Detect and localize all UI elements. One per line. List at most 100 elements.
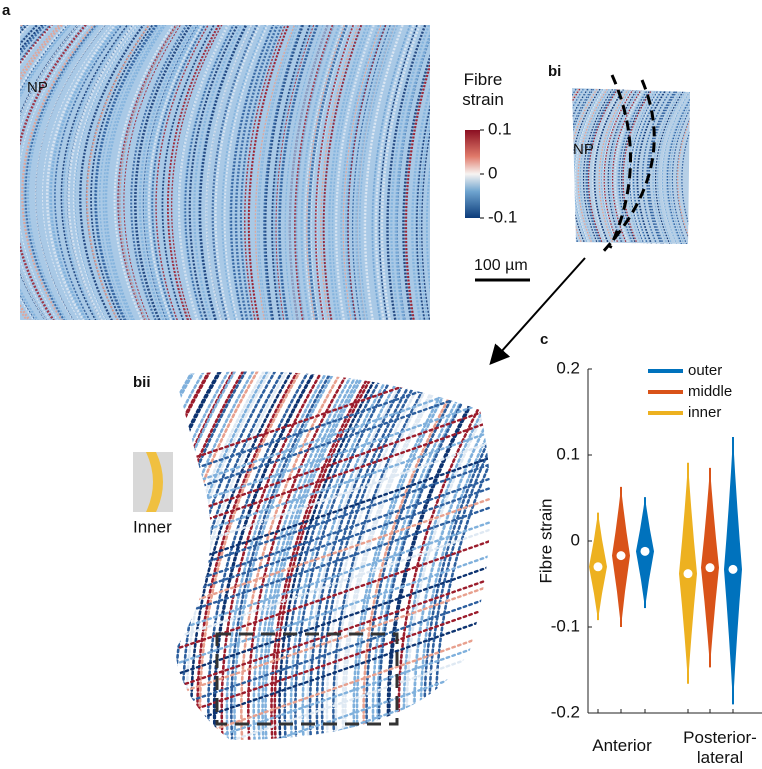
fibre-streak (130, 25, 188, 320)
fibre-streak (175, 371, 231, 740)
fibre-streak (0, 20, 9, 330)
fibre-streak (60, 25, 129, 320)
fibre-streak (230, 25, 275, 320)
fibre-streak (418, 117, 430, 320)
fibre-streak (134, 25, 192, 320)
fibre-streak (207, 371, 311, 740)
fibre-streak (205, 25, 253, 320)
fibre-streak (175, 371, 237, 740)
fibre-streak (278, 25, 319, 320)
fibre-streak (646, 88, 680, 244)
fibre-streak (257, 371, 361, 740)
fibre-streak (223, 25, 269, 320)
fibre-streak (648, 88, 682, 244)
fibre-streak (284, 25, 324, 320)
fibre-streak (178, 483, 491, 596)
fibre-streak (79, 25, 145, 320)
fibre-streak (119, 25, 178, 320)
fibre-streak (421, 129, 430, 320)
fibre-streak (45, 25, 118, 320)
fibre-streak (598, 88, 632, 244)
fibre-streak (411, 84, 430, 320)
fibre-streak (572, 88, 604, 244)
fibre-streak (377, 371, 482, 740)
fibre-streak (310, 25, 350, 320)
fibre-streak (144, 25, 201, 320)
fibre-streak (62, 25, 130, 320)
fibre-streak (630, 88, 664, 244)
y-axis-title: Fibre strain (536, 498, 555, 583)
fibre-streak (352, 371, 456, 740)
fibre-streak (234, 25, 279, 320)
fibre-streak (351, 25, 391, 320)
inset-label: Inner (133, 517, 172, 536)
x-tick-label: Posterior-lateral (683, 728, 757, 767)
fibre-streak (573, 88, 607, 244)
fibre-streak (0, 20, 12, 330)
fibre-streak (395, 33, 430, 320)
fibre-streak (390, 25, 430, 320)
fibre-streak (151, 25, 206, 320)
fibre-streak (178, 551, 491, 664)
fibre-streak (263, 25, 304, 320)
fibre-streak (294, 371, 398, 740)
fibre-streak (394, 31, 430, 320)
fibre-streak (20, 25, 54, 320)
fibre-streak (20, 25, 83, 320)
fibre-streak (20, 25, 69, 320)
dashed-box (215, 632, 399, 726)
fibre-streak (178, 502, 491, 616)
fibre-streak (402, 53, 430, 320)
median-marker (728, 564, 738, 574)
fibre-streak (666, 88, 690, 244)
median-marker (683, 569, 693, 579)
median-marker (640, 546, 650, 556)
fibre-streak (594, 88, 628, 244)
fibre-streak (155, 25, 210, 320)
fibre-streak (27, 25, 100, 320)
np-label: NP (573, 141, 594, 158)
fibre-streak (283, 371, 387, 740)
colorbar-tick-label: 0.1 (488, 119, 512, 138)
fibre-streak (233, 371, 337, 740)
fibre-streak (654, 88, 688, 244)
fibre-streak (161, 25, 216, 320)
fibre-streak (0, 20, 2, 330)
fibre-streak (341, 371, 445, 740)
fibre-streak (607, 88, 641, 244)
fibre-streak (666, 88, 690, 244)
image-bii (175, 371, 491, 740)
fibre-streak (315, 25, 356, 320)
fibre-streak (270, 371, 374, 740)
fibre-streak (175, 371, 223, 740)
panel-label: bi (548, 63, 561, 80)
fibre-streak (288, 25, 329, 320)
fibre-streak (175, 371, 213, 740)
fibre-streak (328, 25, 369, 320)
fibre-streak (414, 99, 430, 320)
fibre-streak (603, 88, 637, 244)
fibre-streak (295, 25, 336, 320)
fibre-streak (591, 88, 625, 244)
fibre-streak (264, 25, 305, 320)
fibre-streak (609, 88, 643, 244)
fibre-streak (178, 494, 491, 607)
fibre-streak (306, 371, 410, 740)
fibre-streak (629, 88, 663, 244)
fibre-streak (374, 25, 415, 320)
fibre-streak (340, 25, 380, 320)
y-tick-label: 0 (571, 530, 580, 549)
fibre-streak (257, 25, 297, 320)
fibre-streak (307, 25, 348, 320)
fibre-streak (0, 20, 5, 330)
fibre-streak (300, 25, 341, 320)
fibre-streak (178, 417, 491, 530)
fibre-streak (652, 88, 686, 244)
fibre-streak (167, 25, 221, 320)
fibre-streak (252, 371, 356, 740)
fibre-streak (221, 25, 267, 320)
fibre-streak (397, 371, 491, 740)
fibre-streak (294, 25, 335, 320)
fibre-streak (656, 88, 690, 244)
